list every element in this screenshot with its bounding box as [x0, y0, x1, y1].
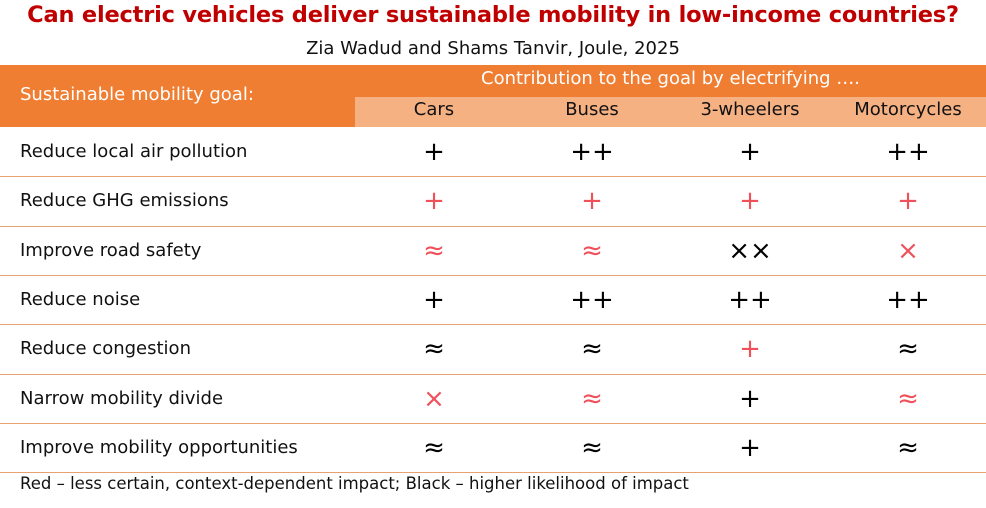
row-divider — [0, 374, 986, 375]
row-label: Reduce noise — [20, 289, 141, 310]
impact-symbol-motorcycles: × — [897, 236, 919, 266]
impact-symbol-buses: ≈ — [581, 334, 603, 364]
impact-symbol-buses: + — [581, 186, 603, 216]
impact-symbol-cars: + — [423, 137, 445, 167]
impact-symbol-3-wheelers: + — [739, 433, 761, 463]
impact-symbol-motorcycles: ++ — [886, 285, 930, 315]
row-label: Reduce congestion — [20, 338, 191, 359]
impact-symbol-cars: ≈ — [423, 334, 445, 364]
chart-title: Can electric vehicles deliver sustainabl… — [27, 2, 959, 28]
row-label: Improve road safety — [20, 240, 202, 261]
row-divider — [0, 324, 986, 325]
impact-symbol-motorcycles: ≈ — [897, 433, 919, 463]
column-subheader-band — [355, 97, 986, 127]
impact-symbol-motorcycles: + — [897, 186, 919, 216]
row-label: Improve mobility opportunities — [20, 437, 298, 458]
row-divider — [0, 472, 986, 473]
chart-subtitle: Zia Wadud and Shams Tanvir, Joule, 2025 — [306, 38, 680, 59]
impact-symbol-cars: + — [423, 285, 445, 315]
legend-footnote: Red – less certain, context-dependent im… — [20, 474, 689, 493]
impact-symbol-3-wheelers: ×× — [728, 236, 772, 266]
impact-symbol-3-wheelers: + — [739, 334, 761, 364]
column-header-motorcycles: Motorcycles — [854, 99, 962, 120]
impact-symbol-3-wheelers: + — [739, 186, 761, 216]
impact-symbol-motorcycles: ++ — [886, 137, 930, 167]
row-label: Reduce local air pollution — [20, 141, 248, 162]
impact-symbol-motorcycles: ≈ — [897, 384, 919, 414]
impact-symbol-buses: ≈ — [581, 236, 603, 266]
impact-symbol-cars: + — [423, 186, 445, 216]
column-header-cars: Cars — [413, 99, 455, 120]
row-header-label: Sustainable mobility goal: — [20, 84, 254, 105]
impact-symbol-cars: ≈ — [423, 236, 445, 266]
column-header-3-wheelers: 3-wheelers — [700, 99, 800, 120]
impact-symbol-3-wheelers: + — [739, 137, 761, 167]
row-divider — [0, 275, 986, 276]
impact-symbol-buses: ≈ — [581, 433, 603, 463]
impact-symbol-3-wheelers: + — [739, 384, 761, 414]
row-label: Narrow mobility divide — [20, 388, 224, 409]
impact-symbol-buses: ≈ — [581, 384, 603, 414]
row-label: Reduce GHG emissions — [20, 190, 229, 211]
impact-symbol-buses: ++ — [570, 137, 614, 167]
row-divider — [0, 176, 986, 177]
column-header-buses: Buses — [565, 99, 619, 120]
impact-symbol-buses: ++ — [570, 285, 614, 315]
column-group-header: Contribution to the goal by electrifying… — [481, 68, 860, 89]
impact-symbol-cars: × — [423, 384, 445, 414]
row-divider — [0, 226, 986, 227]
impact-symbol-motorcycles: ≈ — [897, 334, 919, 364]
impact-symbol-3-wheelers: ++ — [728, 285, 772, 315]
row-divider — [0, 423, 986, 424]
impact-symbol-cars: ≈ — [423, 433, 445, 463]
